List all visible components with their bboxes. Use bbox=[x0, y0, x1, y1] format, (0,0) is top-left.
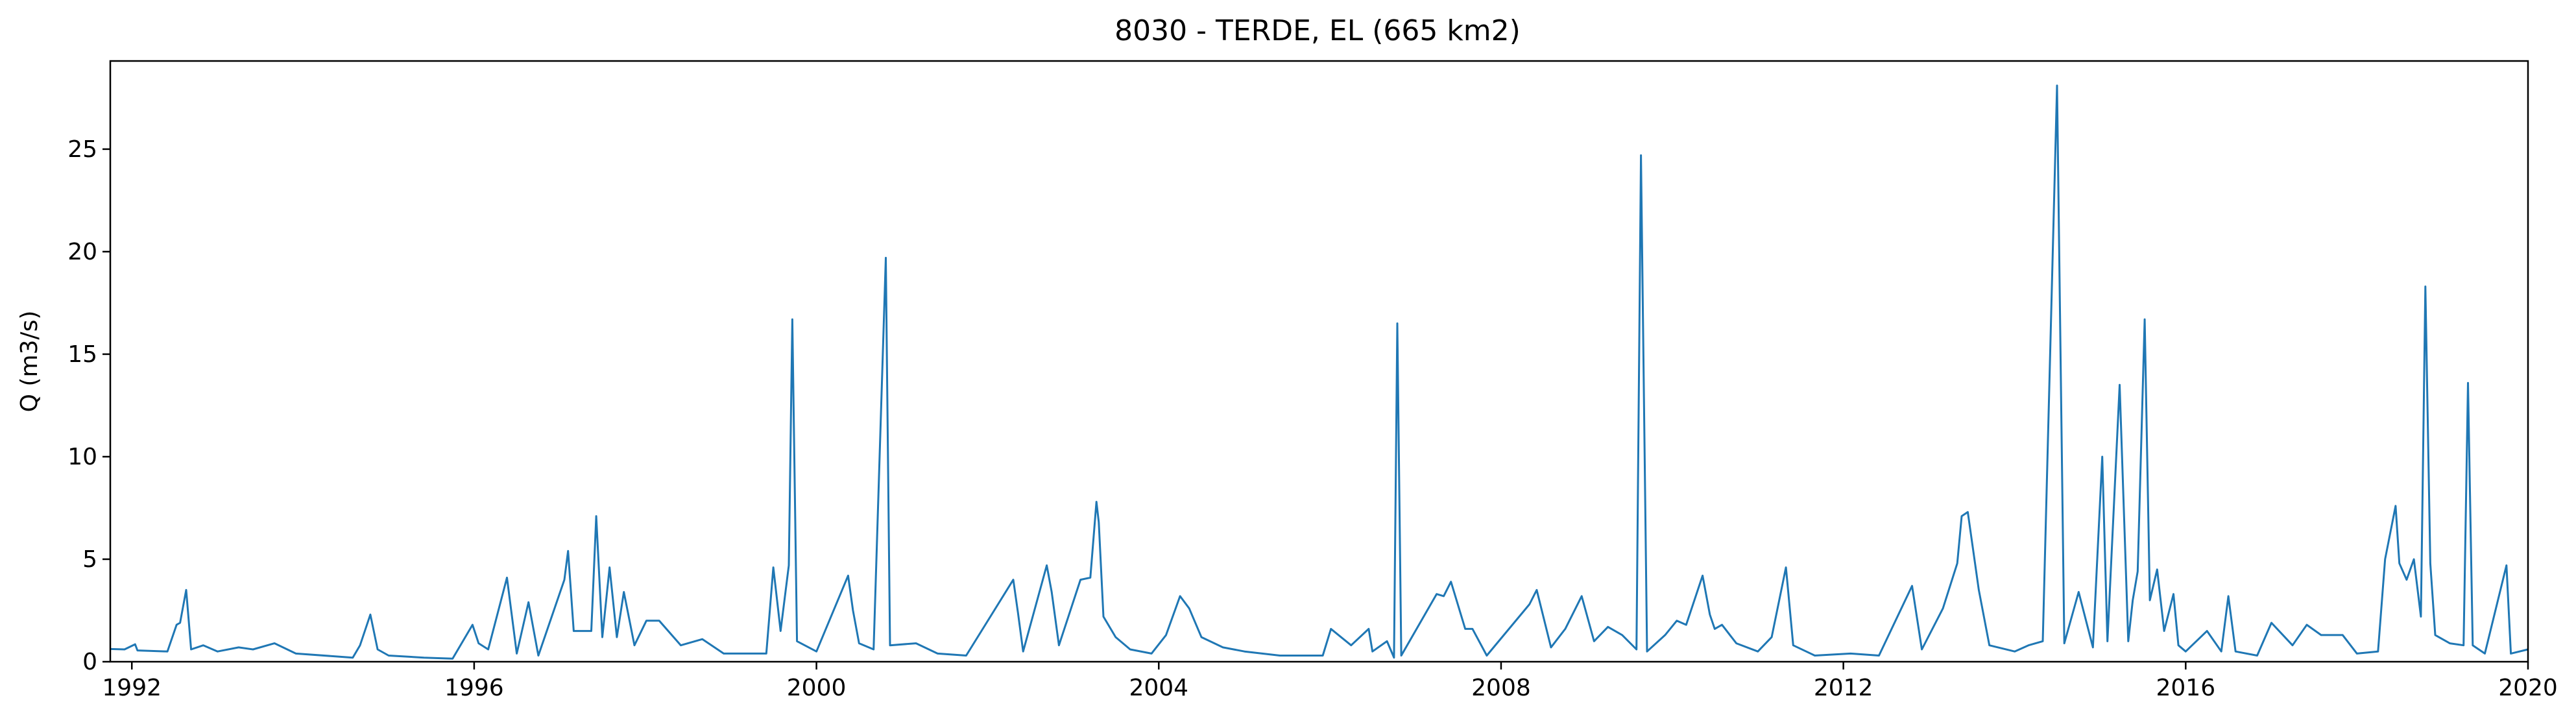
discharge-series-line bbox=[110, 84, 2529, 660]
x-tick-label: 2008 bbox=[1471, 675, 1531, 701]
x-tick-label: 1996 bbox=[444, 675, 504, 701]
y-tick-label: 0 bbox=[82, 649, 97, 675]
y-tick-label: 20 bbox=[67, 239, 97, 265]
x-tick-label: 2020 bbox=[2498, 675, 2558, 701]
x-tick-label: 2004 bbox=[1129, 675, 1188, 701]
plot-area: 1992 1996 2000 2004 2008 2012 2016 2020 0 5 10 15 20… bbox=[67, 60, 2558, 701]
x-tick-label: 2016 bbox=[2156, 675, 2216, 701]
y-tick-label: 25 bbox=[67, 136, 97, 163]
y-tick-label: 15 bbox=[67, 341, 97, 368]
y-axis-label: Q (m3/s) bbox=[16, 311, 43, 413]
y-tick-label: 10 bbox=[67, 444, 97, 470]
x-tick-label: 2000 bbox=[787, 675, 847, 701]
plot-frame bbox=[109, 60, 2529, 663]
chart-title: 8030 - TERDE, EL (665 km2) bbox=[1114, 14, 1521, 47]
x-tick-label: 2012 bbox=[1814, 675, 1873, 701]
y-tick-label: 5 bbox=[82, 546, 97, 573]
x-tick-label: 1992 bbox=[102, 675, 162, 701]
